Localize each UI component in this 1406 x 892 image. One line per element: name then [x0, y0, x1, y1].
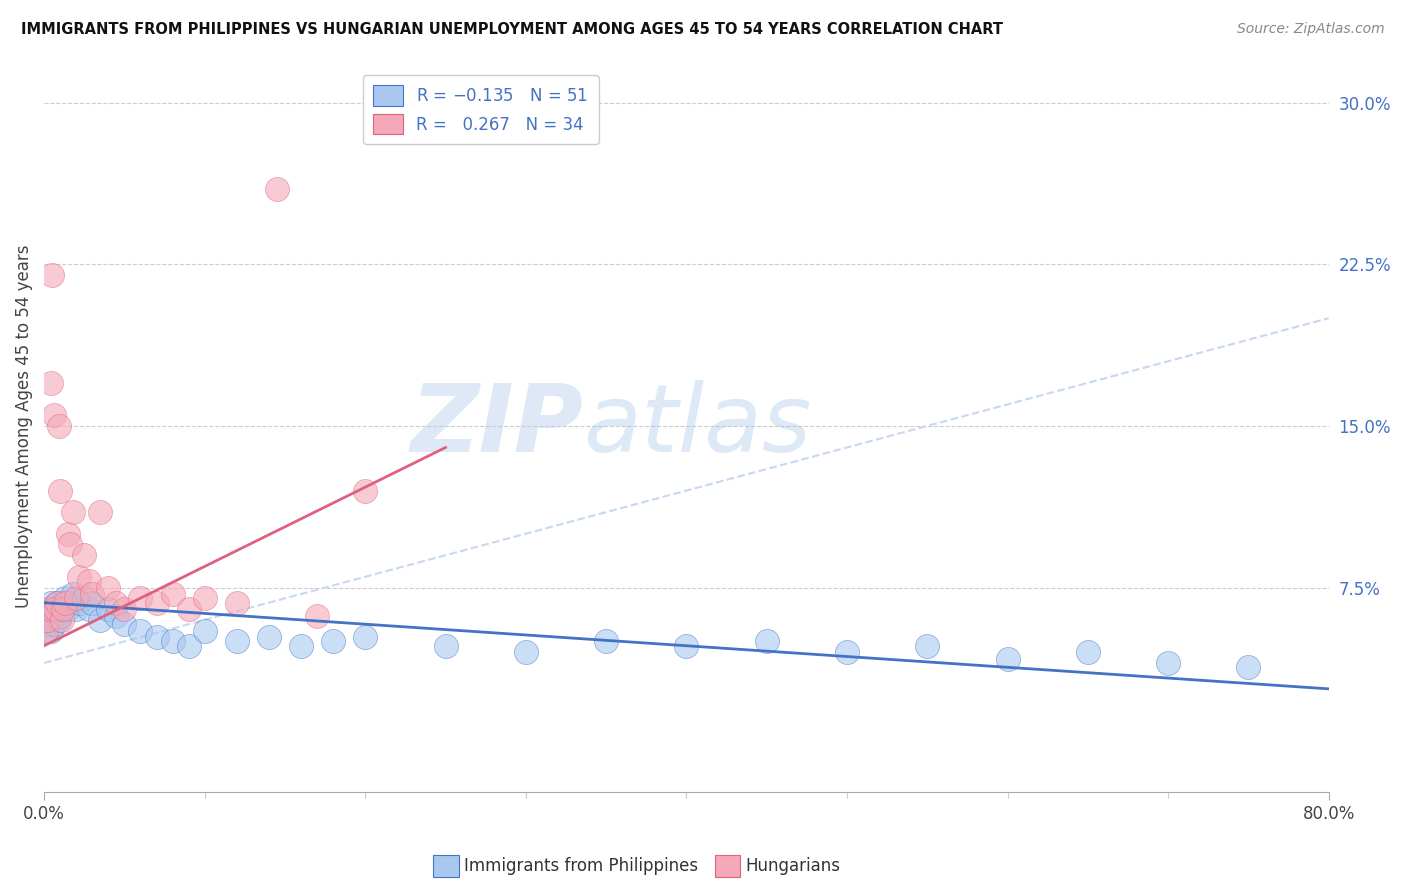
Point: [42, 608, 65, 623]
Text: atlas: atlas: [583, 381, 811, 472]
Point: [434, 639, 457, 653]
Point: [1157, 656, 1180, 670]
Point: [307, 608, 329, 623]
Point: [62, 505, 84, 519]
Point: [97, 602, 120, 616]
Point: [82, 596, 104, 610]
Point: [52, 602, 75, 616]
Point: [129, 624, 152, 638]
Point: [62, 587, 84, 601]
Point: [38, 602, 60, 616]
Point: [77, 602, 100, 616]
Point: [997, 651, 1019, 665]
Text: Source: ZipAtlas.com: Source: ZipAtlas.com: [1237, 22, 1385, 37]
Point: [44, 602, 66, 616]
Point: [37, 617, 59, 632]
Point: [89, 505, 111, 519]
Point: [44, 602, 66, 616]
Point: [42, 408, 65, 422]
Text: Hungarians: Hungarians: [745, 857, 841, 875]
Point: [37, 613, 59, 627]
Point: [38, 608, 60, 623]
Point: [82, 587, 104, 601]
Point: [162, 634, 184, 648]
Point: [177, 639, 200, 653]
Point: [1237, 660, 1260, 674]
Point: [835, 645, 858, 659]
Point: [225, 596, 247, 610]
Point: [194, 591, 217, 606]
Point: [145, 596, 167, 610]
Point: [112, 602, 135, 616]
Point: [65, 591, 87, 606]
Point: [41, 613, 63, 627]
Point: [53, 596, 76, 610]
Point: [89, 613, 111, 627]
Point: [59, 596, 82, 610]
Point: [53, 591, 76, 606]
Point: [49, 608, 72, 623]
Point: [97, 581, 120, 595]
Point: [38, 602, 60, 616]
Point: [515, 645, 537, 659]
Point: [42, 617, 65, 632]
Point: [37, 613, 59, 627]
Point: [41, 602, 63, 616]
Point: [162, 587, 184, 601]
Point: [354, 483, 377, 498]
Point: [39, 596, 62, 610]
Point: [73, 591, 96, 606]
Point: [145, 630, 167, 644]
Point: [755, 634, 778, 648]
Point: [322, 634, 344, 648]
Point: [177, 602, 200, 616]
Point: [39, 624, 62, 638]
Point: [675, 639, 697, 653]
Point: [46, 596, 69, 610]
Point: [52, 596, 75, 610]
Point: [225, 634, 247, 648]
Point: [129, 591, 152, 606]
Text: IMMIGRANTS FROM PHILIPPINES VS HUNGARIAN UNEMPLOYMENT AMONG AGES 45 TO 54 YEARS : IMMIGRANTS FROM PHILIPPINES VS HUNGARIAN…: [21, 22, 1002, 37]
Point: [73, 548, 96, 562]
Point: [48, 613, 70, 627]
Point: [58, 526, 80, 541]
Point: [257, 630, 280, 644]
Point: [105, 608, 128, 623]
Point: [49, 483, 72, 498]
Point: [67, 570, 90, 584]
Point: [1077, 645, 1099, 659]
Point: [46, 596, 69, 610]
Y-axis label: Unemployment Among Ages 45 to 54 years: Unemployment Among Ages 45 to 54 years: [15, 244, 32, 607]
Point: [48, 419, 70, 434]
Point: [65, 602, 87, 616]
Point: [595, 634, 617, 648]
Point: [266, 182, 288, 196]
Point: [41, 268, 63, 282]
Point: [35, 624, 58, 638]
Point: [915, 639, 938, 653]
Point: [59, 537, 82, 551]
Point: [51, 613, 73, 627]
Point: [67, 596, 90, 610]
Text: Immigrants from Philippines: Immigrants from Philippines: [464, 857, 699, 875]
Text: ZIP: ZIP: [411, 380, 583, 472]
Point: [51, 602, 73, 616]
Point: [194, 624, 217, 638]
Point: [39, 376, 62, 390]
Point: [290, 639, 312, 653]
Point: [354, 630, 377, 644]
Legend: R = $-$0.135   N = 51, R =   0.267   N = 34: R = $-$0.135 N = 51, R = 0.267 N = 34: [363, 75, 599, 145]
Point: [58, 602, 80, 616]
Point: [35, 624, 58, 638]
Point: [112, 617, 135, 632]
Point: [105, 596, 128, 610]
Point: [77, 574, 100, 588]
